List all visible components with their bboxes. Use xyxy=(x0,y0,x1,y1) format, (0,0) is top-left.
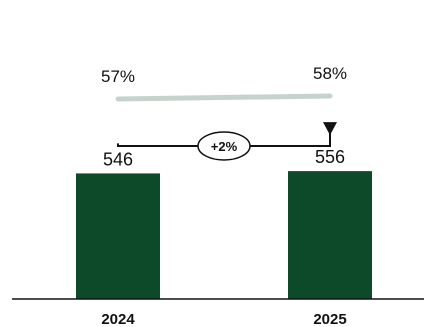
arrowhead-icon xyxy=(323,122,337,136)
share-line-group: 57% 58% xyxy=(101,64,347,102)
change-badge-outline xyxy=(197,131,251,161)
bar-2025 xyxy=(288,171,372,299)
change-annotation: +2% xyxy=(117,122,337,161)
category-labels-group: 2024 2025 xyxy=(101,311,346,327)
value-label-2025: 556 xyxy=(315,147,345,167)
bar-2024 xyxy=(76,173,160,299)
value-labels-group: 546 556 xyxy=(103,147,345,169)
category-label-2024: 2024 xyxy=(101,311,135,327)
share-trend-line xyxy=(115,93,333,102)
share-label-2025: 58% xyxy=(313,64,347,83)
bars-group xyxy=(76,171,372,299)
category-label-2025: 2025 xyxy=(313,311,346,327)
share-label-2024: 57% xyxy=(101,67,135,86)
value-label-2024: 546 xyxy=(103,149,133,169)
change-badge-text: +2% xyxy=(211,139,238,154)
